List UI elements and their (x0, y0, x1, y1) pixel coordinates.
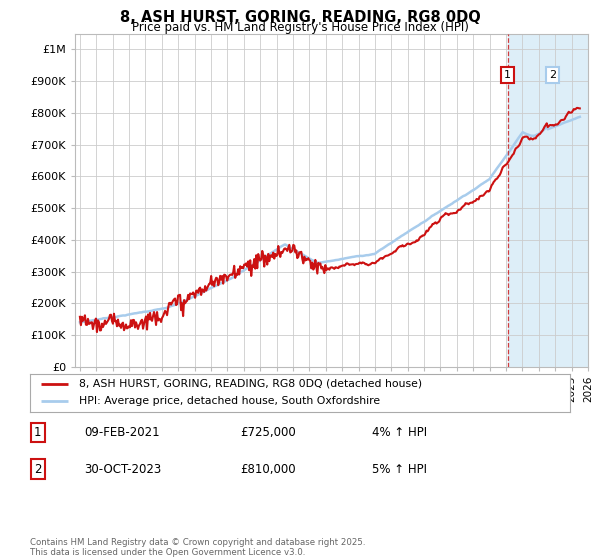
Text: Price paid vs. HM Land Registry's House Price Index (HPI): Price paid vs. HM Land Registry's House … (131, 21, 469, 34)
Text: 1: 1 (504, 70, 511, 80)
Text: Contains HM Land Registry data © Crown copyright and database right 2025.
This d: Contains HM Land Registry data © Crown c… (30, 538, 365, 557)
Text: 8, ASH HURST, GORING, READING, RG8 0DQ (detached house): 8, ASH HURST, GORING, READING, RG8 0DQ (… (79, 379, 422, 389)
Text: 2: 2 (549, 70, 556, 80)
Text: 4% ↑ HPI: 4% ↑ HPI (372, 426, 427, 439)
Text: HPI: Average price, detached house, South Oxfordshire: HPI: Average price, detached house, Sout… (79, 396, 380, 407)
Text: 1: 1 (34, 426, 41, 439)
Text: £725,000: £725,000 (240, 426, 296, 439)
Text: 09-FEB-2021: 09-FEB-2021 (84, 426, 160, 439)
Text: £810,000: £810,000 (240, 463, 296, 476)
Text: 30-OCT-2023: 30-OCT-2023 (84, 463, 161, 476)
Text: 2: 2 (34, 463, 41, 476)
Text: 8, ASH HURST, GORING, READING, RG8 0DQ: 8, ASH HURST, GORING, READING, RG8 0DQ (119, 10, 481, 25)
Text: 5% ↑ HPI: 5% ↑ HPI (372, 463, 427, 476)
Bar (508, 34, 600, 367)
